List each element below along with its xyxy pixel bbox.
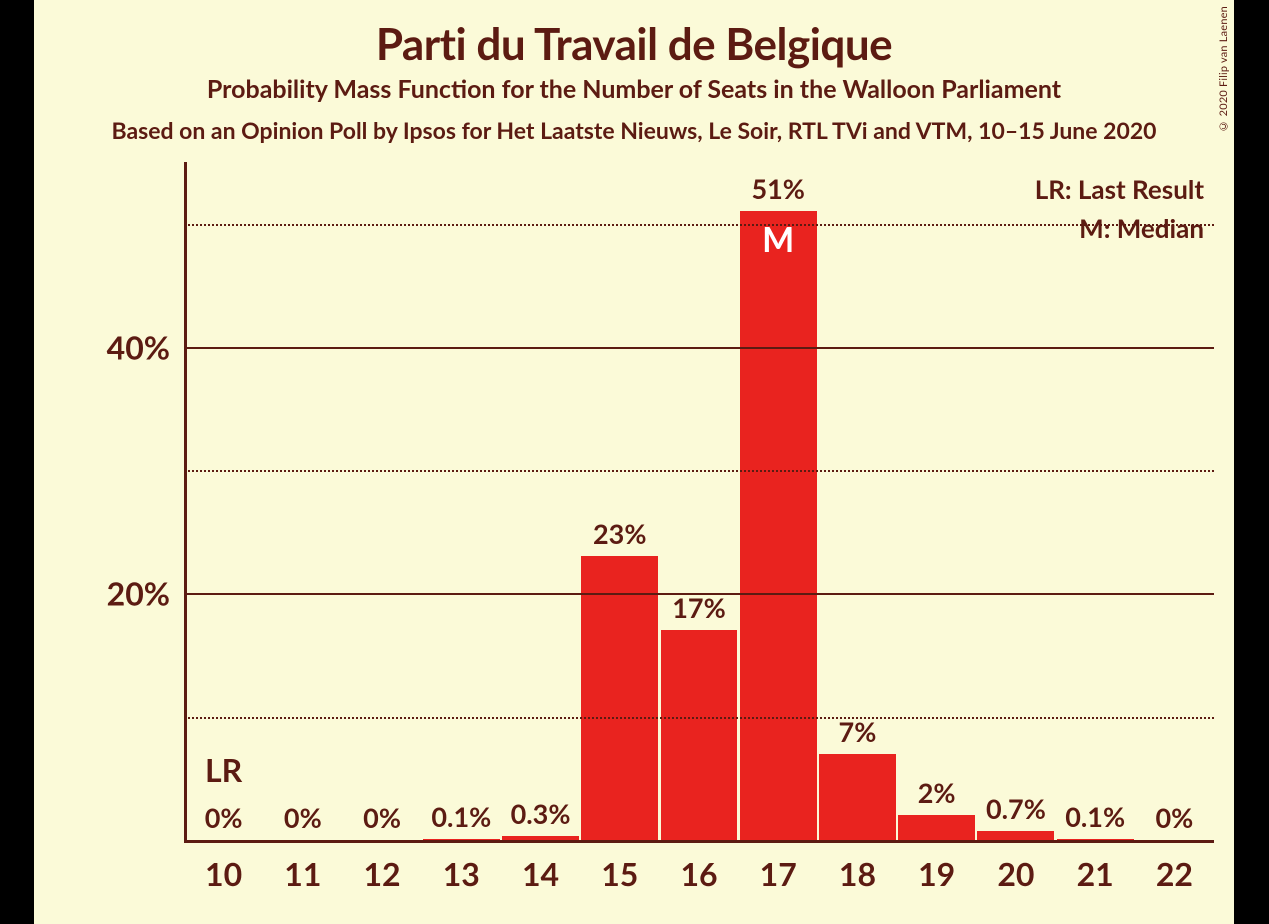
bar-value-label: 17% <box>672 591 725 630</box>
bar-value-label: 0% <box>1155 801 1193 840</box>
bar-value-label: 0.1% <box>431 800 491 839</box>
bar-value-label: 0.7% <box>986 792 1046 831</box>
bar: 0.7% <box>977 831 1054 840</box>
chart-source-line: Based on an Opinion Poll by Ipsos for He… <box>34 116 1234 144</box>
bar-value-label: 0% <box>205 801 243 840</box>
chart-title: Parti du Travail de Belgique <box>34 18 1234 70</box>
bar-value-label: 2% <box>918 776 956 815</box>
chart-legend: LR: Last Result M: Median <box>1035 170 1204 248</box>
x-tick-label: 10 <box>205 854 242 893</box>
bar: 17% <box>661 630 738 840</box>
gridline-minor <box>184 470 1214 472</box>
x-axis-line <box>184 840 1214 843</box>
x-tick-label: 13 <box>443 854 480 893</box>
bar: 51%M <box>740 211 817 840</box>
x-tick-label: 20 <box>997 854 1034 893</box>
x-tick-label: 16 <box>680 854 717 893</box>
bar-value-label: 0.3% <box>511 797 571 836</box>
y-axis-line <box>184 162 187 843</box>
x-tick-label: 22 <box>1156 854 1193 893</box>
y-tick-label: 20% <box>50 574 170 613</box>
x-tick-label: 11 <box>284 854 321 893</box>
bar: 2% <box>898 815 975 840</box>
bar-value-label: 0% <box>363 801 401 840</box>
x-tick-label: 18 <box>839 854 876 893</box>
x-tick-label: 15 <box>601 854 638 893</box>
bar: 23% <box>581 556 658 840</box>
x-tick-label: 14 <box>522 854 559 893</box>
chart-canvas: © 2020 Filip van Laenen Parti du Travail… <box>34 0 1234 924</box>
plot-area: 0%LR0%0%0.1%0.3%23%17%51%M7%2%0.7%0.1%0%… <box>184 162 1214 842</box>
bars-group: 0%LR0%0%0.1%0.3%23%17%51%M7%2%0.7%0.1%0% <box>184 162 1214 840</box>
gridline-major <box>184 347 1214 349</box>
bar-value-label: 0.1% <box>1065 800 1125 839</box>
gridline-major <box>184 593 1214 595</box>
x-tick-label: 19 <box>918 854 955 893</box>
chart-subtitle: Probability Mass Function for the Number… <box>34 74 1234 104</box>
legend-last-result: LR: Last Result <box>1035 170 1204 209</box>
x-tick-label: 12 <box>364 854 401 893</box>
bar-value-label: 51% <box>751 172 804 211</box>
bar-value-label: 23% <box>593 517 646 556</box>
legend-median: M: Median <box>1035 209 1204 248</box>
x-tick-label: 17 <box>760 854 797 893</box>
gridline-minor <box>184 717 1214 719</box>
bar-value-label: 7% <box>839 715 877 754</box>
bar-value-label: 0% <box>284 801 322 840</box>
y-tick-label: 40% <box>50 327 170 366</box>
last-result-marker: LR <box>205 750 242 789</box>
bar: 7% <box>819 754 896 840</box>
x-tick-label: 21 <box>1077 854 1114 893</box>
